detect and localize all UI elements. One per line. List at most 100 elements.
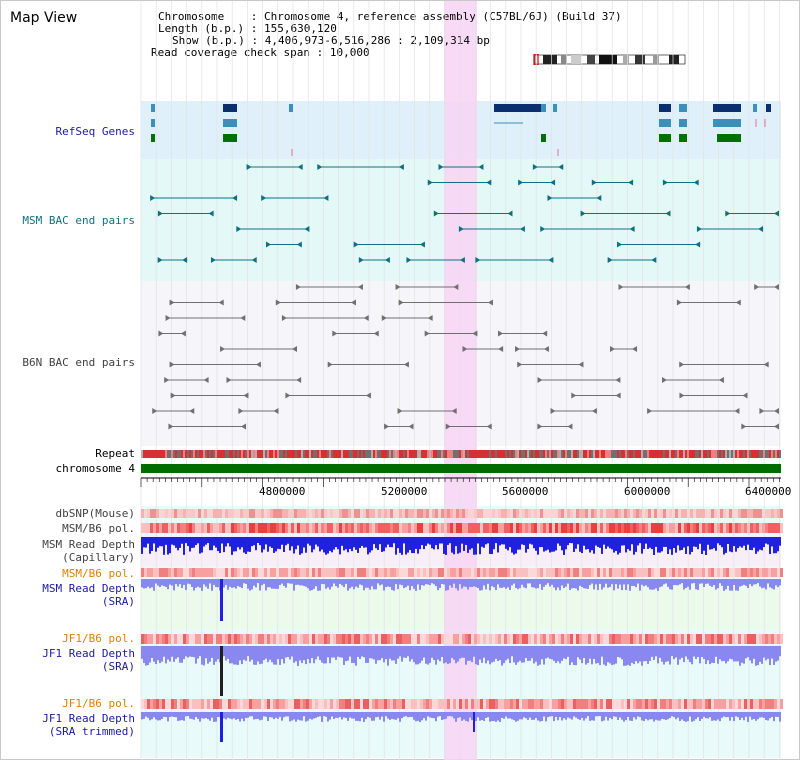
msm-depth-cap-bar	[165, 537, 167, 545]
axis-tick-5200000: 5200000	[381, 485, 428, 498]
jf1-depth-bar	[615, 646, 617, 664]
jf1-pol-heat	[141, 634, 144, 644]
track-label-msm-bac[interactable]: MSM BAC end pairs	[22, 214, 135, 227]
track-label-chromosome[interactable]: chromosome 4	[55, 462, 135, 475]
jf1-pol-heat	[519, 634, 522, 644]
msm-pol-2-heat	[549, 568, 552, 577]
msm-pol-heat	[603, 523, 606, 533]
repeat-mark	[541, 450, 543, 458]
msm-depth-cap-bar	[141, 537, 143, 554]
repeat-mark	[397, 450, 399, 458]
jf1-depth-bar	[737, 646, 739, 662]
jf1-trim-bar	[331, 712, 333, 717]
b6n-bac-pair	[357, 284, 363, 290]
msm-depth-sra-bar	[599, 579, 601, 584]
msm-depth-cap-bar	[751, 537, 753, 551]
jf1-trim-bar	[239, 712, 241, 722]
track-label-msm-pol[interactable]: MSM/B6 pol.	[62, 522, 135, 535]
repeat-mark	[161, 450, 163, 458]
info-span-key: Read coverage check span	[151, 46, 310, 59]
msm-depth-cap-bar	[435, 537, 437, 546]
msm-pol-2-heat	[648, 568, 651, 577]
repeat-mark	[273, 450, 275, 458]
b6n-bac-pair	[763, 361, 769, 368]
msm-depth-sra-bar	[357, 579, 359, 588]
msm-pol-2-heat	[174, 568, 177, 577]
track-label-repeat[interactable]: Repeat	[95, 447, 135, 460]
repeat-mark	[753, 450, 755, 458]
jf1-pol-heat	[570, 634, 573, 644]
msm-depth-cap-bar	[547, 537, 549, 550]
msm-pol-2-heat	[696, 568, 699, 577]
msm-depth-cap-bar	[705, 537, 707, 555]
dbsnp-heat	[672, 509, 675, 518]
msm-pol-heat	[474, 523, 477, 533]
msm-depth-sra-bar	[651, 579, 653, 590]
dbsnp-heat	[585, 509, 588, 518]
jf1-pol-heat	[159, 634, 162, 644]
jf1-pol-heat	[702, 634, 705, 644]
track-label-msm-pol-2[interactable]: MSM/B6 pol.	[62, 567, 135, 580]
jf1-depth-bar	[179, 646, 181, 663]
msm-pol-heat	[645, 523, 648, 533]
jf1-depth-bar	[481, 646, 483, 663]
jf1-depth-bar	[447, 646, 449, 664]
track-label-b6n-bac[interactable]: B6N BAC end pairs	[22, 356, 135, 369]
jf1-depth-bar	[227, 646, 229, 659]
jf1-pol-2-heat	[606, 699, 609, 709]
msm-depth-sra-bar	[171, 579, 173, 586]
msm-depth-cap-bar	[501, 537, 503, 545]
track-label-msm-depth-sra[interactable]: MSM Read Depth	[42, 582, 135, 595]
jf1-trim-bar	[657, 712, 659, 721]
jf1-trim-bar	[633, 712, 635, 718]
jf1-pol-2-heat	[339, 699, 342, 709]
track-label-jf1-trim[interactable]: JF1 Read Depth	[42, 712, 135, 725]
msm-pol-2-heat	[735, 568, 738, 577]
track-label-jf1-pol[interactable]: JF1/B6 pol.	[62, 632, 135, 645]
track-label-dbsnp[interactable]: dbSNP(Mouse)	[55, 507, 135, 520]
msm-depth-sra-bar	[497, 579, 499, 585]
jf1-pol-heat	[399, 634, 402, 644]
msm-pol-heat	[744, 523, 747, 533]
msm-pol-2-heat	[450, 568, 453, 577]
msm-depth-sra-bar	[529, 579, 531, 584]
msm-depth-cap-bar	[163, 537, 165, 555]
dbsnp-heat	[282, 509, 285, 518]
jf1-depth-bar	[321, 646, 323, 663]
msm-depth-cap-bar	[411, 537, 413, 554]
dbsnp-heat	[564, 509, 567, 518]
msm-pol-2-heat	[606, 568, 609, 577]
msm-pol-heat	[636, 523, 639, 533]
dbsnp-heat	[213, 509, 216, 518]
track-label-refseq[interactable]: RefSeq Genes	[55, 125, 135, 138]
jf1-depth-bar	[745, 646, 747, 659]
track-label-jf1-pol-2[interactable]: JF1/B6 pol.	[62, 697, 135, 710]
jf1-trim-bar	[171, 712, 173, 717]
jf1-depth-bar	[297, 646, 299, 666]
track-label-jf1-depth[interactable]: JF1 Read Depth	[42, 647, 135, 660]
msm-depth-sra-bar	[441, 579, 443, 585]
dbsnp-heat	[351, 509, 354, 518]
dbsnp-heat	[435, 509, 438, 518]
repeat-mark	[607, 450, 609, 458]
track-label-msm-depth-cap[interactable]: MSM Read Depth	[42, 538, 135, 551]
msm-pol-heat	[477, 523, 480, 533]
jf1-trim-bar	[703, 712, 705, 717]
msm-pol-2-heat	[579, 568, 582, 577]
b6n-bac-pair	[735, 299, 741, 306]
jf1-depth-bar	[499, 646, 501, 661]
msm-depth-cap-bar	[567, 537, 569, 546]
msm-depth-cap-bar	[507, 537, 509, 551]
dbsnp-heat	[249, 509, 252, 518]
msm-pol-2-heat	[543, 568, 546, 577]
jf1-pol-2-heat	[549, 699, 552, 709]
dbsnp-heat	[222, 509, 225, 518]
msm-depth-sra-bar	[447, 579, 449, 591]
jf1-trim-bar	[267, 712, 269, 721]
dbsnp-heat	[489, 509, 492, 518]
msm-bac-pair	[550, 179, 556, 186]
msm-pol-2-heat	[675, 568, 678, 577]
chromosome-ideogram[interactable]	[531, 54, 686, 65]
repeat-mark	[189, 450, 191, 458]
